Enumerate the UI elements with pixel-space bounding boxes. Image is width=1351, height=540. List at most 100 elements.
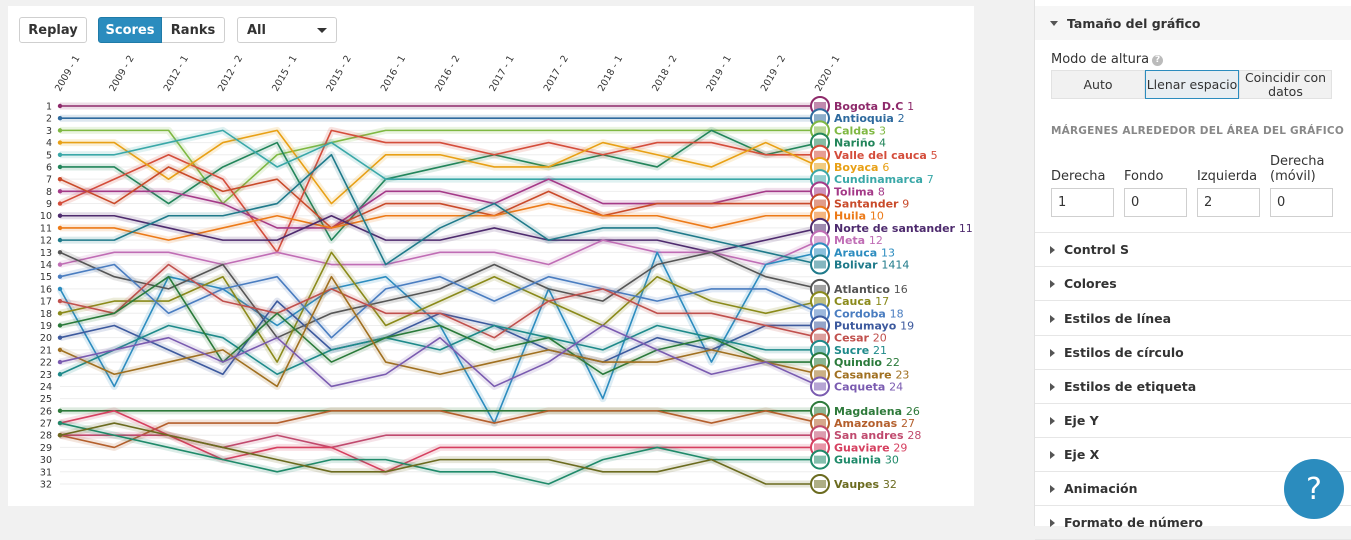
end-label: Bogota D.C 1 <box>834 100 914 113</box>
end-label-value: 1 <box>907 100 914 113</box>
x-tick-label: 2020 - 1 <box>813 54 842 94</box>
series-start-point <box>57 201 63 206</box>
height-mode-fill-button[interactable]: Llenar espacio <box>1145 70 1239 99</box>
section-header-2[interactable]: Estilos de línea <box>1035 302 1351 336</box>
series-line <box>59 410 821 449</box>
series-start-point <box>57 286 63 292</box>
section-header-4[interactable]: Estilos de etiqueta <box>1035 370 1351 404</box>
bump-chart: 1234567891011121314151617181920212223242… <box>40 54 973 494</box>
section-header-0[interactable]: Control S <box>1035 233 1351 267</box>
end-label-value: 17 <box>875 295 889 308</box>
end-label: Putumayo 19 <box>834 319 914 332</box>
series-line <box>59 324 821 388</box>
series-start-point <box>57 311 63 316</box>
section-chart-size-header[interactable]: Tamaño del gráfico <box>1035 6 1351 40</box>
flag-stripe <box>814 102 826 110</box>
series-start-point <box>57 274 63 279</box>
rank-tick-label: 2 <box>46 114 52 125</box>
series-start-point <box>57 225 63 231</box>
end-label-value: 10 <box>870 210 884 223</box>
rank-tick-label: 27 <box>40 419 52 430</box>
margin-right-mobile-input[interactable] <box>1270 188 1333 217</box>
section-title: Tamaño del gráfico <box>1067 15 1201 31</box>
caret-down-icon <box>1050 20 1058 26</box>
end-label-value: 32 <box>883 478 897 491</box>
end-label: Vaupes 32 <box>834 478 897 491</box>
rank-tick-label: 7 <box>46 175 52 186</box>
caret-right-icon <box>1050 450 1055 459</box>
rank-tick-label: 11 <box>40 223 52 234</box>
section-title: Eje Y <box>1064 413 1099 428</box>
margins-title: MÁRGENES ALREDEDOR DEL ÁREA DEL GRÁFICO <box>1051 125 1344 137</box>
series-start-point <box>57 298 63 304</box>
end-label-value: 21 <box>873 344 887 357</box>
help-button[interactable]: ? <box>1284 459 1344 519</box>
x-tick-label: 2015 - 2 <box>325 54 354 94</box>
rank-tick-label: 9 <box>46 199 52 210</box>
rank-tick-label: 13 <box>40 248 52 259</box>
caret-right-icon <box>1050 382 1055 391</box>
x-tick-label: 2015 - 1 <box>270 54 299 94</box>
section-header-6[interactable]: Eje X <box>1035 438 1351 472</box>
series-start-point <box>57 176 63 182</box>
series-start-point <box>57 128 63 133</box>
end-label: Magdalena 26 <box>834 405 920 418</box>
series-start-point <box>57 323 63 328</box>
flag-stripe <box>814 187 826 196</box>
end-label: Cordoba 18 <box>834 307 904 320</box>
margin-bottom-input[interactable] <box>1124 188 1187 217</box>
end-label: Sucre 21 <box>834 344 887 357</box>
series-line <box>59 129 820 254</box>
rank-tick-label: 8 <box>46 187 52 198</box>
margin-left-input[interactable] <box>1197 188 1260 217</box>
rank-tick-label: 3 <box>46 126 52 137</box>
series-line <box>59 410 820 473</box>
rank-tick-label: 6 <box>46 162 52 173</box>
section-header-1[interactable]: Colores <box>1035 267 1351 301</box>
end-label-value: 19 <box>900 319 914 332</box>
section-header-7[interactable]: Animación <box>1035 472 1351 506</box>
margin-right-input[interactable] <box>1051 188 1114 217</box>
x-tick-label: 2019 - 1 <box>705 54 734 94</box>
series-start-point <box>57 189 63 194</box>
rank-tick-label: 21 <box>40 345 52 356</box>
ranks-toggle-button[interactable]: Ranks <box>162 17 225 43</box>
filter-select[interactable]: All <box>237 17 337 43</box>
flag-stripe <box>814 358 826 367</box>
replay-button[interactable]: Replay <box>19 17 87 43</box>
end-label: Guainia 30 <box>834 454 899 467</box>
end-label: Valle del cauca 5 <box>834 149 938 162</box>
end-label: Nariño 4 <box>834 137 886 150</box>
series-line <box>59 422 820 485</box>
end-label-value: 16 <box>894 283 908 296</box>
series-line <box>59 275 821 388</box>
flag-stripe <box>814 126 826 135</box>
help-icon[interactable]: ? <box>1152 55 1164 66</box>
end-label: Bolivar 1414 <box>834 259 909 272</box>
scores-toggle-button[interactable]: Scores <box>98 17 162 43</box>
series-line <box>60 129 821 205</box>
flag-stripe <box>814 199 826 208</box>
end-label: Boyaca 6 <box>834 161 889 174</box>
end-label: San andres 28 <box>834 429 921 442</box>
end-label: Antioquia 2 <box>834 112 905 125</box>
section-header-5[interactable]: Eje Y <box>1035 404 1351 438</box>
section-title: Estilos de círculo <box>1064 345 1184 360</box>
chart-card: Replay Scores Ranks All 1 2 3 4 5 6 7 8 9 10 11 12 1… <box>8 6 974 506</box>
section-header-3[interactable]: Estilos de círculo <box>1035 336 1351 370</box>
series-start-point <box>57 213 63 218</box>
series-start-point <box>57 408 63 414</box>
x-tick-label: 2018 - 2 <box>650 54 679 94</box>
end-label-value: 9 <box>902 198 909 211</box>
height-mode-auto-button[interactable]: Auto <box>1051 70 1145 99</box>
caret-right-icon <box>1050 245 1055 254</box>
series-line <box>59 166 820 229</box>
series-line <box>59 275 820 376</box>
caret-right-icon <box>1050 314 1055 323</box>
rank-tick-label: 4 <box>46 138 52 149</box>
series-start-point <box>57 420 63 426</box>
margin-bottom-label: Fondo <box>1124 169 1164 184</box>
flag-stripe <box>814 333 826 342</box>
height-mode-match-data-button[interactable]: Coincidir con datos <box>1239 70 1332 99</box>
x-tick-label: 2016 - 1 <box>379 54 408 94</box>
